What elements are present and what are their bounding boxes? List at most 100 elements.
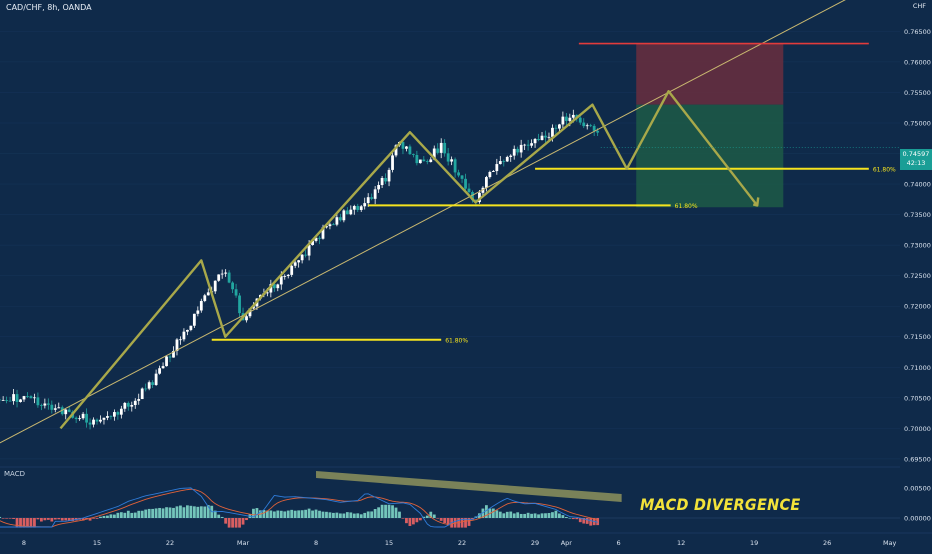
macd-histogram-bar xyxy=(106,515,109,518)
candle-body xyxy=(95,419,99,422)
macd-histogram-bar xyxy=(123,512,127,518)
macd-histogram-bar xyxy=(394,507,398,518)
macd-histogram-bar xyxy=(491,508,495,518)
macd-histogram-bar xyxy=(137,510,141,518)
x-tick-label: 29 xyxy=(531,539,539,547)
candle-body xyxy=(50,404,54,410)
macd-histogram-bar xyxy=(349,512,353,518)
candle-body xyxy=(530,143,533,146)
candle-body xyxy=(589,125,593,127)
candle-body xyxy=(43,403,47,406)
candle-body xyxy=(300,254,304,261)
candle-body xyxy=(116,412,120,415)
candle-body xyxy=(558,124,561,129)
macd-histogram-bar xyxy=(564,516,568,518)
macd-histogram-bar xyxy=(512,513,516,518)
candle-body xyxy=(147,382,151,389)
macd-histogram-bar xyxy=(425,515,429,518)
candle-body xyxy=(325,226,328,228)
candle-body xyxy=(481,187,485,193)
candle-body xyxy=(154,373,158,385)
macd-histogram-bar xyxy=(161,508,165,518)
macd-histogram-bar xyxy=(384,504,387,518)
candle-body xyxy=(311,240,314,246)
macd-histogram-bar xyxy=(224,518,228,524)
fib-level-label: 61.80% xyxy=(675,203,698,210)
candle-body xyxy=(363,203,367,207)
macd-divergence-annotation: MACD DIVERGENCE xyxy=(640,495,801,514)
macd-histogram-bar xyxy=(366,511,370,518)
macd-histogram-bar xyxy=(60,518,64,521)
candle-body xyxy=(5,400,9,401)
macd-histogram-bar xyxy=(328,512,332,518)
candle-body xyxy=(64,409,68,415)
macd-histogram-bar xyxy=(241,518,245,525)
candle-body xyxy=(345,210,349,215)
candle-body xyxy=(165,356,168,367)
candle-body xyxy=(349,209,353,215)
macd-histogram-bar xyxy=(130,512,134,518)
candle-body xyxy=(123,402,127,409)
candle-body xyxy=(484,177,488,188)
candle-body xyxy=(509,155,513,157)
projection-arrowhead xyxy=(752,197,760,207)
y-tick-label: 0.75000 xyxy=(904,119,931,127)
macd-histogram-bar xyxy=(116,512,120,518)
x-tick-label: 15 xyxy=(93,539,101,547)
macd-histogram-bar xyxy=(596,518,600,526)
candle-body xyxy=(33,397,36,399)
macd-histogram-bar xyxy=(272,511,276,518)
macd-histogram-bar xyxy=(22,518,26,528)
candle-body xyxy=(15,394,19,402)
macd-histogram-bar xyxy=(29,518,33,528)
macd-histogram-bar xyxy=(279,510,283,518)
macd-histogram-bar xyxy=(547,513,551,518)
macd-histogram-bar xyxy=(189,505,193,518)
macd-signal-line xyxy=(0,488,598,528)
macd-histogram-bar xyxy=(311,510,314,518)
candle-body xyxy=(432,148,436,160)
candle-body xyxy=(391,155,394,170)
macd-histogram-bar xyxy=(154,508,158,518)
x-tick-label: Apr xyxy=(561,539,573,547)
candle-body xyxy=(488,171,492,178)
candle-body xyxy=(192,313,196,326)
candle-body xyxy=(199,300,203,311)
macd-histogram-bar xyxy=(370,511,374,518)
fib-level-label: 61.80% xyxy=(445,337,468,344)
macd-histogram-bar xyxy=(582,518,586,524)
macd-histogram-bar xyxy=(269,510,273,518)
candle-body xyxy=(401,141,405,149)
candle-body xyxy=(418,159,422,164)
macd-histogram-bar xyxy=(290,509,294,518)
take-profit-zone xyxy=(636,104,784,208)
macd-histogram-bar xyxy=(50,518,54,522)
macd-histogram-bar xyxy=(505,511,509,518)
macd-histogram-bar xyxy=(338,513,342,518)
macd-histogram-bar xyxy=(585,518,589,524)
macd-histogram-bar xyxy=(175,506,179,518)
macd-histogram-bar xyxy=(446,518,450,526)
macd-histogram-bar xyxy=(140,510,144,518)
candle-body xyxy=(26,396,29,397)
candle-body xyxy=(46,403,50,405)
macd-histogram-bar xyxy=(418,518,422,521)
macd-histogram-bar xyxy=(509,511,513,518)
macd-histogram-bar xyxy=(172,507,175,518)
candle-body xyxy=(377,185,381,190)
candle-body xyxy=(126,402,130,407)
macd-histogram-bar xyxy=(293,510,297,518)
macd-histogram-bar xyxy=(165,507,168,518)
macd-histogram-bar xyxy=(85,518,88,520)
macd-histogram-bar xyxy=(436,518,440,519)
candle-body xyxy=(321,227,325,239)
macd-histogram-bar xyxy=(533,513,537,518)
position-zones xyxy=(636,43,784,208)
candle-body xyxy=(387,169,391,182)
candle-body xyxy=(585,125,589,127)
candle-body xyxy=(314,237,318,241)
macd-histogram-bar xyxy=(530,513,533,518)
candle-body xyxy=(189,325,193,330)
candle-body xyxy=(373,189,377,199)
macd-histogram-bar xyxy=(304,509,308,518)
